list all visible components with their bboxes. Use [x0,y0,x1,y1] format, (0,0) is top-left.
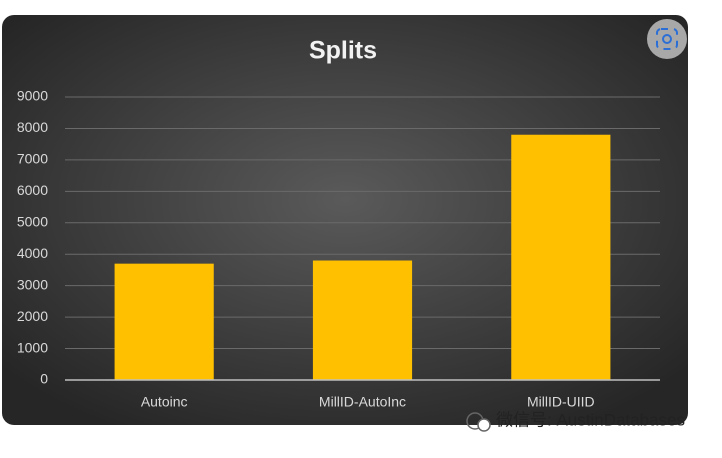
watermark-text: 微信号: AustinDatabases [496,410,685,429]
scan-button[interactable] [647,19,687,59]
y-tick-label: 6000 [17,182,48,198]
x-tick-label: MillID-AutoInc [319,394,406,410]
y-tick-label: 2000 [17,308,48,324]
bar [511,134,611,380]
scan-button-bg[interactable] [647,19,687,59]
x-tick-label: Autoinc [141,394,188,410]
y-tick-label: 4000 [17,245,48,261]
y-tick-label: 7000 [17,151,48,167]
y-tick-label: 8000 [17,119,48,135]
y-tick-label: 9000 [17,88,48,104]
scan-icon-dot[interactable] [662,34,672,44]
wechat-icon [477,418,491,432]
y-tick-label: 1000 [17,339,48,355]
scan-icon[interactable] [656,28,678,50]
y-tick-label: 0 [40,371,48,387]
x-tick-label: MillID-UIID [527,394,595,410]
y-tick-label: 5000 [17,213,48,229]
y-tick-label: 3000 [17,276,48,292]
bar [114,263,214,380]
bar [312,260,413,380]
watermark: 微信号: AustinDatabases [466,410,685,432]
chart-title: Splits [309,37,377,65]
